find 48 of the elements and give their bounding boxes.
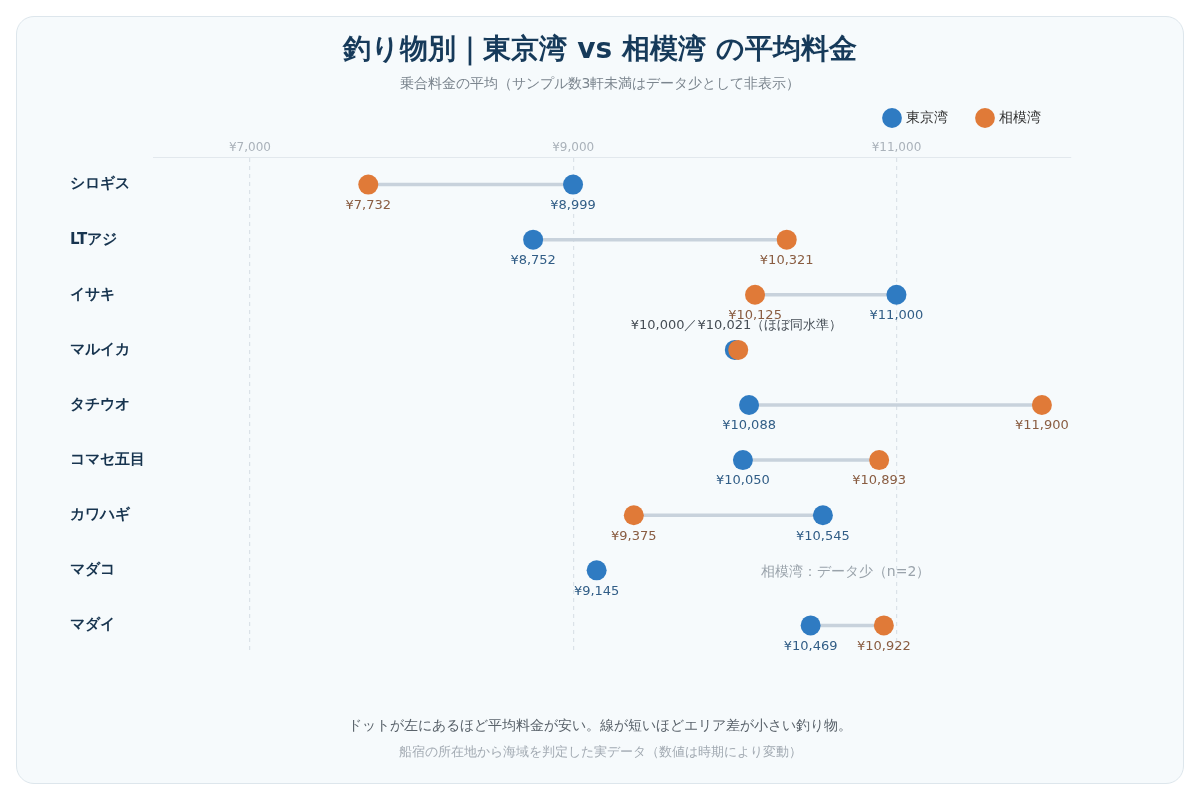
data-label: ¥9,145 xyxy=(573,582,620,598)
data-label: ¥10,469 xyxy=(783,637,838,653)
point xyxy=(623,505,644,526)
data-label: ¥11,900 xyxy=(1015,417,1069,433)
data-label: ¥7,732 xyxy=(345,196,392,212)
y-tick-label: シロギス xyxy=(70,174,130,193)
data-label: ¥9,375 xyxy=(611,527,657,543)
text: ドットが左にあるほど平均料金が安い。線が短いほどエリア差が小さい釣り物。 xyxy=(347,716,853,735)
chart-title: 釣り物別｜東京湾 vs 相模湾 の平均料金 xyxy=(341,31,858,67)
point xyxy=(1031,395,1052,415)
annotation: 相模湾：データ少（n=2） xyxy=(760,562,931,579)
y-tick-label: イサキ xyxy=(70,284,115,303)
point xyxy=(869,450,890,471)
point xyxy=(732,450,753,471)
y-tick-label: LTアジ xyxy=(70,229,118,248)
x-tick-label: ¥11,000 xyxy=(871,139,922,154)
point xyxy=(873,615,894,636)
point xyxy=(586,560,607,581)
x-tick-label: ¥7,000 xyxy=(228,139,271,154)
data-label: ¥10,545 xyxy=(796,527,850,543)
data-label: ¥10,088 xyxy=(722,417,776,433)
legend-label: 相模湾 xyxy=(999,108,1041,125)
point xyxy=(886,284,907,305)
text: 船宿の所在地から海域を判定した実データ（数値は時期により変動） xyxy=(397,743,803,761)
point xyxy=(812,505,833,526)
point xyxy=(358,174,379,195)
y-tick-label: マダコ xyxy=(70,560,115,579)
point xyxy=(745,284,766,305)
chart-subtitle: 乗合料金の平均（サンプル数3軒未満はデータ少として非表示） xyxy=(398,74,802,93)
legend-label: 東京湾 xyxy=(906,108,948,125)
data-label: ¥8,999 xyxy=(550,196,596,212)
y-tick-label: マダイ xyxy=(70,615,115,634)
point xyxy=(800,615,821,636)
point xyxy=(523,229,544,250)
data-label: ¥11,000 xyxy=(869,307,924,323)
data-label: ¥10,922 xyxy=(856,637,911,653)
point xyxy=(776,229,797,250)
data-label: ¥8,752 xyxy=(510,252,556,268)
data-label: ¥10,050 xyxy=(716,472,770,488)
point xyxy=(563,174,584,195)
data-label: ¥10,893 xyxy=(852,472,907,488)
point xyxy=(739,395,760,415)
data-label: ¥10,321 xyxy=(759,252,814,268)
y-tick-label: コマセ五目 xyxy=(70,450,145,468)
x-tick-label: ¥9,000 xyxy=(552,139,595,154)
y-tick-label: マルイカ xyxy=(70,339,130,358)
y-tick-label: カワハギ xyxy=(70,505,131,524)
y-tick-label: タチウオ xyxy=(70,394,130,413)
